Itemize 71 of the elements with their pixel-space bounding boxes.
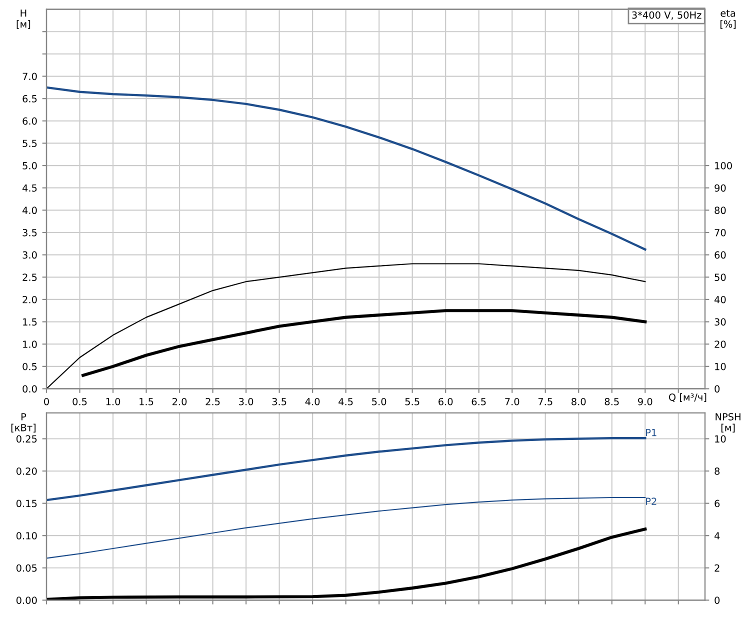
y2-tick-label: 4 — [714, 532, 720, 540]
y2-tick-label: 80 — [714, 206, 726, 214]
y2-tick-label: 10 — [715, 362, 726, 370]
y2-axis-title: eta [%] — [720, 10, 736, 29]
x-axis-title: Q [м³/ч] — [668, 393, 706, 402]
y2-tick-label: 10 — [715, 435, 726, 443]
y2-axis-title: NPSH [м] — [716, 413, 740, 432]
y-tick-label: 0.00 — [16, 596, 37, 604]
x-tick-label: 3.0 — [239, 398, 254, 406]
y2-tick-label: 70 — [714, 228, 726, 236]
x-tick-label: 1.5 — [140, 398, 154, 406]
x-tick-label: 9.0 — [638, 398, 652, 406]
y2-tick-label: 0 — [714, 385, 720, 393]
annotation: 3*400 V, 50Hz — [632, 11, 702, 20]
y-tick-label: 3.0 — [22, 251, 37, 259]
y2-tick-label: 50 — [714, 274, 726, 281]
y-tick-label: 0.20 — [16, 468, 37, 475]
x-tick-label: 4.5 — [338, 398, 353, 406]
x-tick-label: 4.0 — [305, 398, 320, 406]
line-series — [82, 309, 647, 377]
y-tick-label: 2.0 — [22, 296, 37, 304]
y2-tick-label: 30 — [714, 318, 726, 326]
x-tick-label: 6.0 — [438, 398, 453, 406]
y-tick-label: 6.5 — [22, 95, 37, 102]
y2-tick-label: 8 — [714, 468, 720, 475]
x-tick-label: 3.5 — [272, 398, 286, 406]
y-tick-label: 7.0 — [22, 72, 37, 80]
x-tick-label: 7.0 — [505, 398, 520, 406]
y-tick-label: 1.5 — [23, 318, 37, 326]
x-tick-label: 5.0 — [372, 398, 386, 406]
line-series — [46, 436, 646, 502]
y2-tick-label: 90 — [714, 184, 726, 192]
y2-tick-label: 6 — [714, 500, 720, 508]
line-series — [46, 86, 646, 251]
series-label: P2 — [646, 498, 656, 505]
y-axis-title: H [м] — [16, 10, 30, 29]
x-tick-label: 6.5 — [472, 398, 486, 406]
line-series — [46, 496, 646, 559]
x-tick-label: 1.0 — [106, 398, 120, 406]
line-series — [46, 263, 646, 389]
y-tick-label: 0.0 — [22, 385, 37, 393]
x-tick-label: 2.0 — [172, 398, 187, 406]
line-series — [46, 528, 647, 600]
y2-tick-label: 20 — [714, 340, 726, 348]
y-tick-label: 0.05 — [16, 564, 37, 572]
x-tick-label: 0 — [44, 398, 49, 406]
y2-tick-label: 0 — [714, 596, 720, 604]
y-tick-label: 1.0 — [23, 340, 37, 348]
y-tick-label: 0.10 — [16, 532, 37, 540]
y-tick-label: 0.25 — [16, 435, 37, 443]
y-tick-label: 4.0 — [22, 206, 37, 214]
series-label: P1 — [646, 428, 656, 436]
y-tick-label: 0.5 — [22, 362, 37, 370]
y2-tick-label: 2 — [714, 564, 720, 572]
y2-tick-label: 60 — [714, 251, 726, 259]
y-tick-label: 3.5 — [22, 228, 37, 236]
x-tick-label: 0.5 — [72, 398, 87, 406]
y-axis-title: P [кВт] — [11, 413, 36, 432]
y-tick-label: 6.0 — [22, 117, 37, 125]
y-tick-label: 0.15 — [16, 500, 37, 508]
y-tick-label: 4.5 — [22, 184, 37, 192]
x-tick-label: 8.0 — [572, 398, 586, 406]
x-tick-label: 7.5 — [538, 398, 552, 406]
x-tick-label: 5.5 — [405, 398, 420, 406]
y-tick-label: 5.0 — [22, 162, 37, 170]
x-tick-label: 2.5 — [206, 398, 220, 406]
y-tick-label: 5.5 — [22, 140, 37, 148]
y2-tick-label: 100 — [715, 162, 732, 170]
x-tick-label: 8.5 — [604, 398, 619, 406]
y2-tick-label: 40 — [714, 296, 726, 304]
y-tick-label: 2.5 — [22, 274, 37, 281]
